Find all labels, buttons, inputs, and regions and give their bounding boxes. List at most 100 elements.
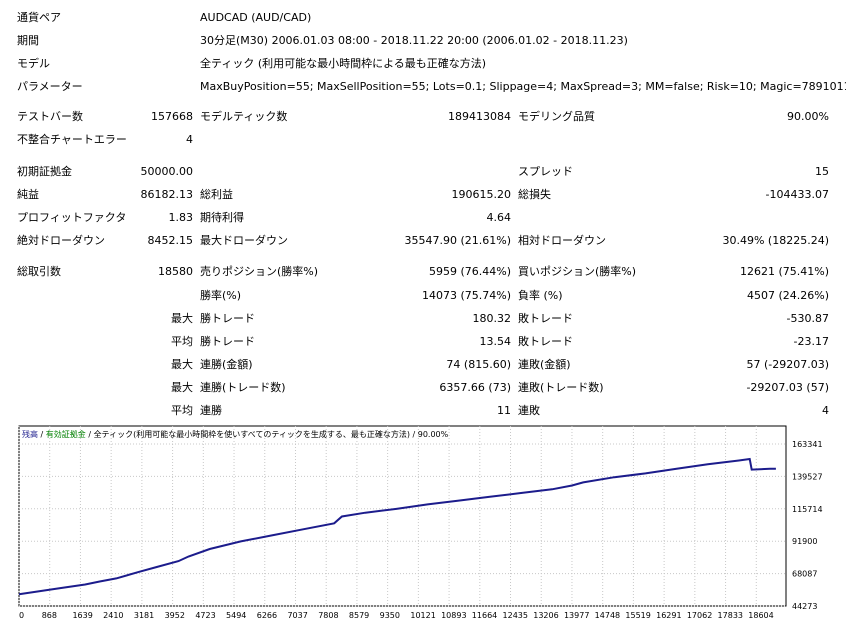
payoff-value: 4.64 bbox=[486, 211, 512, 224]
mcw-label: 連勝(トレード数) bbox=[200, 381, 286, 394]
chart-x-tick-label: 9350 bbox=[380, 611, 400, 620]
avg-loss-value: -23.17 bbox=[793, 335, 829, 348]
avg-loss-label: 敗トレード bbox=[518, 335, 573, 348]
chart-x-tick-label: 15519 bbox=[625, 611, 650, 620]
chart-plot-border bbox=[18, 425, 787, 607]
params-label: パラメーター bbox=[17, 80, 83, 93]
absdd-value: 8452.15 bbox=[147, 234, 194, 247]
largest-loss-value: -530.87 bbox=[786, 312, 829, 325]
chart-x-tick-label: 10893 bbox=[441, 611, 466, 620]
legend-model: 全ティック(利用可能な最小時間枠を使いすべてのティックを生成する、最も正確な方法… bbox=[94, 429, 449, 439]
chart-y-tick-label: 139527 bbox=[792, 472, 823, 481]
chart-x-tick-label: 11664 bbox=[472, 611, 497, 620]
cw-money-value: 74 (815.60) bbox=[446, 358, 511, 371]
netprofit-label: 純益 bbox=[17, 188, 39, 201]
chart-y-tick-label: 163341 bbox=[792, 440, 823, 449]
chart-x-tick-label: 2410 bbox=[103, 611, 123, 620]
period-value: 30分足(M30) 2006.01.03 08:00 - 2018.11.22 … bbox=[200, 34, 628, 47]
spread-label: スプレッド bbox=[518, 165, 573, 178]
mcw-value: 6357.66 (73) bbox=[439, 381, 511, 394]
deposit-value: 50000.00 bbox=[140, 165, 194, 178]
grossloss-label: 総損失 bbox=[518, 188, 551, 201]
lossrate-label: 負率 (%) bbox=[518, 289, 563, 302]
chart-y-axis: 163341 139527 115714 91900 68087 44273 bbox=[792, 440, 823, 611]
grossprofit-label: 総利益 bbox=[200, 188, 233, 201]
balance-chart: 163341 139527 115714 91900 68087 44273 0 868 16… bbox=[18, 425, 823, 620]
chart-y-tick-label: 44273 bbox=[792, 602, 817, 611]
chart-x-tick-label: 5494 bbox=[226, 611, 246, 620]
average-prefix: 平均 bbox=[171, 335, 193, 348]
mismatch-value: 4 bbox=[186, 133, 193, 146]
avg-consec-prefix: 平均 bbox=[171, 404, 193, 417]
largest-win-label: 勝トレード bbox=[200, 312, 255, 325]
cw-money-label: 連勝(金額) bbox=[200, 358, 253, 371]
reldd-value: 30.49% (18225.24) bbox=[722, 234, 829, 247]
chart-x-axis: 0 868 1639 2410 3181 3952 4723 5494 6266 7037 7808… bbox=[19, 611, 774, 620]
acl-value: 4 bbox=[822, 404, 829, 417]
grossloss-value: -104433.07 bbox=[765, 188, 829, 201]
svg-text:残高 / 有効証拠金 / 全ティック(利用可能な最小時間枠を: 残高 / 有効証拠金 / 全ティック(利用可能な最小時間枠を使いすべてのティック… bbox=[22, 429, 449, 439]
chart-series bbox=[18, 457, 776, 596]
reldd-label: 相対ドローダウン bbox=[518, 234, 606, 247]
chart-grid bbox=[18, 426, 786, 607]
model-label: モデル bbox=[17, 57, 50, 70]
maxdd-label: 最大ドローダウン bbox=[200, 234, 288, 247]
acw-label: 連勝 bbox=[200, 404, 222, 417]
trades-value: 18580 bbox=[158, 265, 193, 278]
short-value: 5959 (76.44%) bbox=[428, 265, 511, 278]
acw-value: 11 bbox=[497, 404, 511, 417]
short-label: 売りポジション(勝率%) bbox=[200, 265, 319, 278]
largest-prefix: 最大 bbox=[171, 312, 193, 325]
acl-label: 連敗 bbox=[518, 404, 540, 417]
mcl-value: -29207.03 (57) bbox=[746, 381, 829, 394]
pf-label: プロフィットファクタ bbox=[17, 211, 127, 224]
params-value: MaxBuyPosition=55; MaxSellPosition=55; L… bbox=[200, 80, 846, 93]
netprofit-value: 86182.13 bbox=[140, 188, 194, 201]
chart-x-tick-label: 4723 bbox=[195, 611, 215, 620]
period-label: 期間 bbox=[17, 34, 39, 47]
chart-x-tick-label: 10121 bbox=[410, 611, 435, 620]
deposit-label: 初期証拠金 bbox=[17, 165, 72, 178]
winrate-label: 勝率(%) bbox=[200, 289, 242, 302]
cl-money-label: 連敗(金額) bbox=[518, 358, 571, 371]
long-value: 12621 (75.41%) bbox=[739, 265, 829, 278]
chart-x-tick-label: 3181 bbox=[134, 611, 154, 620]
chart-x-tick-label: 8579 bbox=[349, 611, 369, 620]
cl-money-value: 57 (-29207.03) bbox=[746, 358, 829, 371]
bars-value: 157668 bbox=[151, 110, 193, 123]
chart-x-tick-label: 12435 bbox=[503, 611, 528, 620]
consec-count-prefix: 最大 bbox=[171, 381, 193, 394]
chart-x-tick-label: 16291 bbox=[656, 611, 681, 620]
chart-x-tick-label: 3952 bbox=[165, 611, 185, 620]
ticks-value: 189413084 bbox=[448, 110, 511, 123]
lossrate-value: 4507 (24.26%) bbox=[746, 289, 829, 302]
balance-series-line bbox=[18, 457, 776, 596]
chart-y-tick-label: 91900 bbox=[792, 537, 817, 546]
absdd-label: 絶対ドローダウン bbox=[17, 234, 105, 247]
mismatch-label: 不整合チャートエラー bbox=[17, 133, 127, 146]
model-value: 全ティック (利用可能な最小時間枠による最も正確な方法) bbox=[200, 57, 487, 70]
chart-x-tick-label: 13977 bbox=[564, 611, 589, 620]
largest-loss-label: 敗トレード bbox=[518, 312, 573, 325]
bars-label: テストバー数 bbox=[17, 110, 83, 123]
chart-x-tick-label: 7037 bbox=[287, 611, 307, 620]
quality-value: 90.00% bbox=[787, 110, 829, 123]
legend-sep1: / bbox=[38, 430, 46, 439]
mcl-label: 連敗(トレード数) bbox=[518, 381, 604, 394]
long-label: 買いポジション(勝率%) bbox=[518, 265, 637, 278]
legend-balance: 残高 bbox=[22, 429, 38, 439]
chart-x-tick-label: 7808 bbox=[318, 611, 338, 620]
chart-x-tick-label: 18604 bbox=[748, 611, 773, 620]
maxdd-value: 35547.90 (21.61%) bbox=[404, 234, 511, 247]
consec-money-prefix: 最大 bbox=[171, 358, 193, 371]
symbol-label: 通貨ペア bbox=[17, 11, 61, 24]
spread-value: 15 bbox=[815, 165, 829, 178]
payoff-label: 期待利得 bbox=[200, 211, 244, 224]
chart-x-tick-label: 868 bbox=[42, 611, 57, 620]
symbol-value: AUDCAD (AUD/CAD) bbox=[200, 11, 312, 24]
chart-x-tick-label: 13206 bbox=[533, 611, 558, 620]
trades-label: 総取引数 bbox=[17, 265, 61, 278]
largest-win-value: 180.32 bbox=[472, 312, 512, 325]
legend-equity: 有効証拠金 bbox=[46, 429, 86, 439]
pf-value: 1.83 bbox=[168, 211, 194, 224]
